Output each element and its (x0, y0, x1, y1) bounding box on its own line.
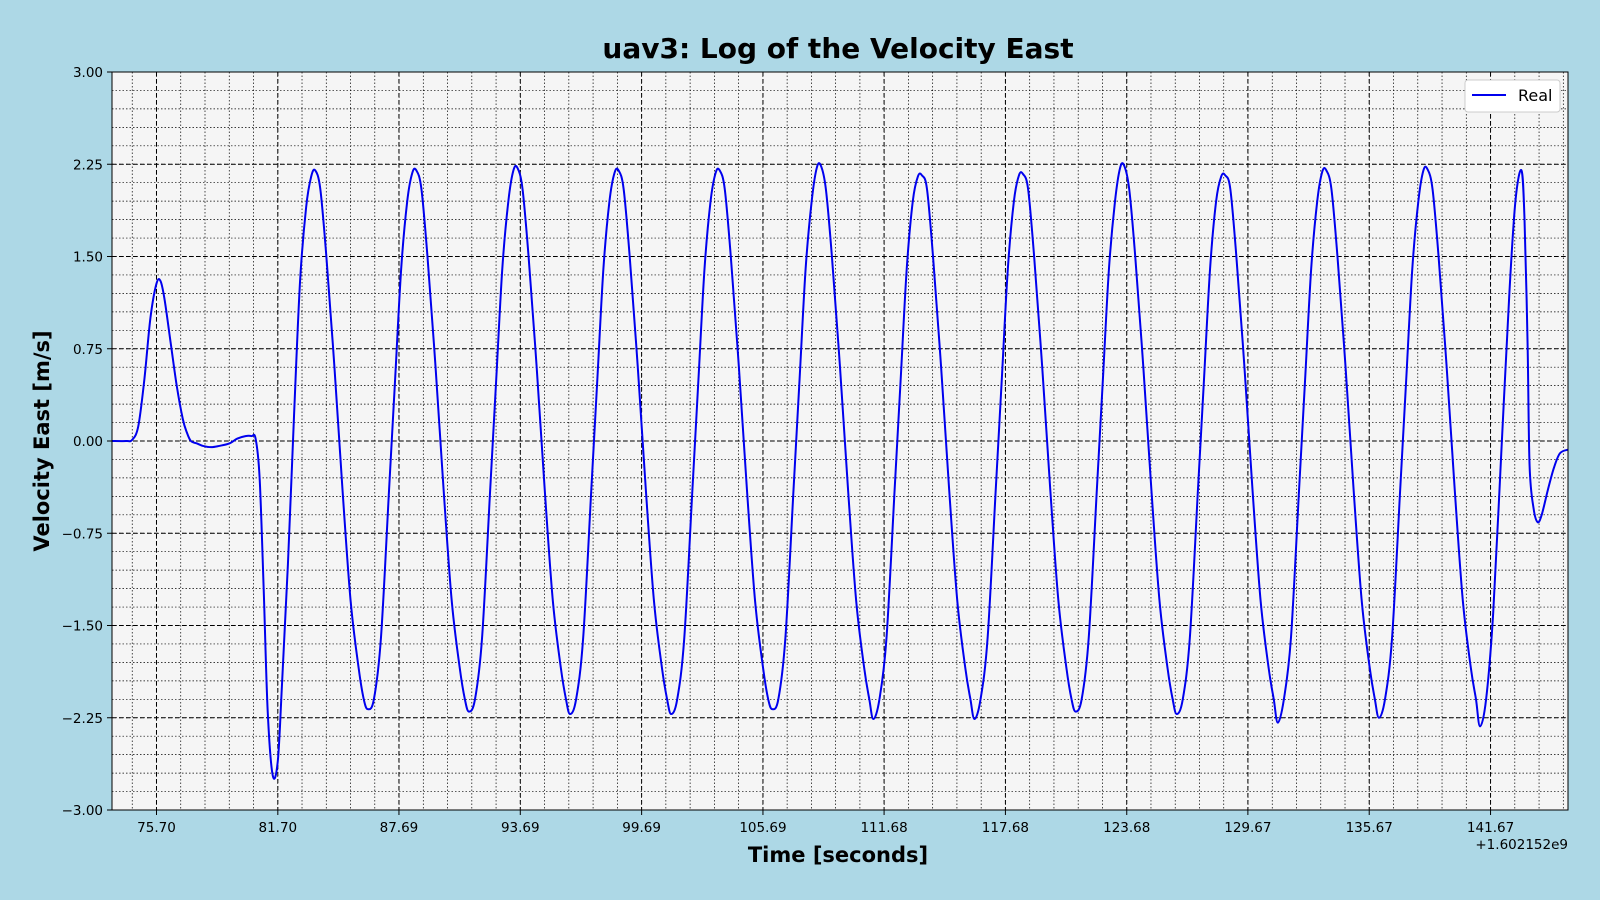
y-tick-label: 0.00 (73, 434, 103, 450)
series-line-real (111, 162, 1569, 780)
x-tick-label: 123.68 (1103, 820, 1150, 836)
legend-label-real: Real (1518, 86, 1553, 105)
y-tick-label: −2.25 (62, 711, 103, 727)
x-tick-label: 81.70 (258, 820, 297, 836)
x-tick-label: 87.69 (380, 820, 419, 836)
y-tick-label: 0.75 (73, 342, 103, 358)
y-tick-label: −1.50 (62, 619, 103, 635)
series-group (111, 162, 1569, 780)
x-tick-label: 135.67 (1346, 820, 1393, 836)
y-tick-label: 1.50 (73, 250, 103, 266)
legend-box (1464, 79, 1561, 113)
x-tick-label: 129.67 (1224, 820, 1271, 836)
x-tick-label: 99.69 (622, 820, 661, 836)
x-tick-label: 141.67 (1467, 820, 1514, 836)
x-tick-label: 117.68 (982, 820, 1029, 836)
x-tick-label: 93.69 (501, 820, 540, 836)
x-offset-label: +1.602152e9 (1475, 837, 1568, 853)
x-axis-label: Time [seconds] (748, 843, 928, 867)
y-axis-label: Velocity East [m/s] (30, 330, 54, 551)
y-tick-label: 3.00 (73, 65, 103, 81)
y-tick-label: −0.75 (62, 526, 103, 542)
y-tick-label: −3.00 (62, 803, 103, 819)
x-tick-label: 75.70 (137, 820, 176, 836)
plot-frame (111, 71, 1569, 811)
legend: Real (1464, 79, 1561, 113)
y-axis-ticks: 3.00 2.25 1.50 0.75 0.00 −0.75 −1.50 −2.25 −3.00 (62, 65, 112, 819)
x-tick-label: 111.68 (860, 820, 907, 836)
x-tick-label: 105.69 (739, 820, 786, 836)
y-tick-label: 2.25 (73, 157, 103, 173)
chart-title: uav3: Log of the Velocity East (602, 32, 1073, 65)
x-axis-ticks: 75.70 81.70 87.69 93.69 99.69 105.69 111.68 117… (137, 810, 1514, 836)
